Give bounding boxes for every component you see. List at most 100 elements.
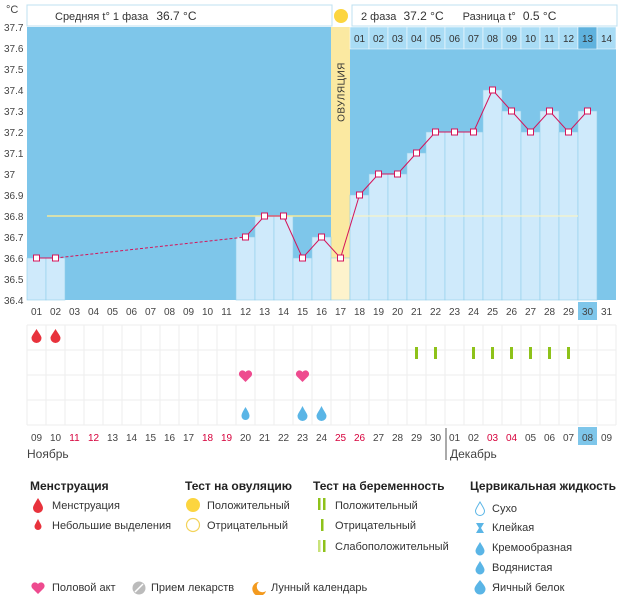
legend-cervical-item: Яичный белок	[492, 582, 565, 594]
temperature-bar	[235, 236, 256, 301]
temperature-line-segment	[473, 89, 493, 133]
temperature-bar	[330, 257, 351, 301]
temperature-point	[413, 149, 420, 157]
legend-menstruation-title: Менструация	[30, 479, 109, 493]
calendar-day-label: 06	[544, 433, 556, 444]
pregnancy-weak-icon-b	[323, 540, 326, 552]
temperature-point	[375, 170, 382, 178]
temperature-point	[242, 233, 249, 241]
diff-value: 0.5 °C	[523, 9, 557, 23]
cycle-day-label: 05	[107, 307, 119, 318]
cycle-day-label: 31	[601, 307, 613, 318]
x-axis-cycle-days: 01 02 03 04 05 06 07 08 09 10 11 12 13 14 15 16 17 18 19 20…	[31, 302, 613, 320]
cervical-sticky-icon	[476, 523, 484, 533]
calendar-day-label: 02	[468, 433, 480, 444]
cycle-day-label: 28	[544, 307, 556, 318]
legend-cervical-item: Клейкая	[492, 522, 535, 534]
temperature-bar	[577, 110, 598, 301]
event-markers	[26, 324, 617, 426]
y-tick-label: 36.5	[4, 275, 24, 286]
svg-text:2 фаза 37.2 °C Разница: 2 фаза 37.2 °C Разница t° 0.5 °C	[361, 9, 557, 23]
cycle-day-label: 03	[69, 307, 81, 318]
cycle-day-label: 08	[164, 307, 176, 318]
menstruation-drop-icon	[33, 498, 43, 513]
unit-label: °C	[6, 4, 18, 16]
temperature-bar	[292, 257, 313, 301]
phase2-day-label: 14	[601, 34, 613, 45]
cycle-day-label: 26	[506, 307, 518, 318]
temperature-bar	[501, 110, 522, 301]
calendar-day-label: 12	[88, 433, 100, 444]
temperature-point	[470, 128, 477, 136]
svg-text:Средняя t° 1 фаза 36.7 °C: Средняя t° 1 фаза 36.7 °C	[55, 9, 197, 23]
temperature-bar	[387, 173, 408, 301]
legend-ovulation-title: Тест на овуляцию	[185, 479, 292, 493]
y-tick-label: 37.6	[4, 44, 24, 55]
ovulation-sun-icon	[334, 9, 348, 23]
menstruation-drop-icon	[31, 329, 42, 343]
calendar-day-label: 14	[126, 433, 138, 444]
cycle-day-label: 22	[430, 307, 442, 318]
cervical-watery-icon	[475, 561, 485, 575]
pregnancy-test-mark	[472, 347, 475, 359]
phase2-day-cell	[596, 26, 617, 50]
y-tick-label: 36.8	[4, 212, 24, 223]
today-calendar-highlight	[578, 427, 597, 445]
temperature-bar	[539, 110, 560, 301]
cycle-day-label: 20	[392, 307, 404, 318]
temperature-point	[584, 107, 591, 115]
cycle-day-label: 18	[354, 307, 366, 318]
ovulation-positive-icon	[186, 498, 200, 512]
legend-moon: Лунный календарь	[271, 582, 368, 594]
calendar-day-label: 09	[601, 433, 613, 444]
legend-medication: Прием лекарств	[151, 582, 235, 594]
legend-cervical-item: Сухо	[492, 503, 517, 515]
phase2-day-label: 07	[468, 34, 480, 45]
cycle-day-label: 07	[145, 307, 157, 318]
temperature-point	[356, 191, 363, 199]
calendar-day-label: 10	[50, 433, 62, 444]
legend-cervical-item: Водянистая	[492, 562, 553, 574]
calendar-day-label: 01	[449, 433, 461, 444]
cycle-day-label: 13	[259, 307, 271, 318]
y-tick-label: 36.9	[4, 191, 24, 202]
intercourse-heart-icon	[238, 370, 253, 382]
calendar-day-label: 23	[297, 433, 309, 444]
y-tick-label: 37.4	[4, 86, 24, 97]
phase2-day-label: 04	[411, 34, 423, 45]
calendar-day-label: 05	[525, 433, 537, 444]
legend-cervical-title: Цервикальная жидкость	[470, 479, 617, 493]
cycle-day-label: 02	[50, 307, 62, 318]
pregnancy-positive-icon	[318, 498, 321, 510]
temperature-point	[394, 170, 401, 178]
pregnancy-test-mark	[529, 347, 532, 359]
temperature-bar	[273, 215, 294, 301]
phase2-day-label: 10	[525, 34, 537, 45]
cycle-day-label: 17	[335, 307, 347, 318]
temperature-point	[261, 212, 268, 220]
calendar-day-label: 25	[335, 433, 347, 444]
cervical-eggwhite-icon	[474, 580, 486, 595]
y-tick-label: 37.7	[4, 23, 24, 34]
diff-label: Разница t°	[463, 11, 516, 23]
cycle-day-label: 24	[468, 307, 480, 318]
legend-cervical-item: Кремообразная	[492, 542, 573, 554]
temperature-point	[33, 254, 40, 262]
temperature-point	[299, 254, 306, 262]
cycle-day-label: 21	[411, 307, 423, 318]
cycle-day-label: 14	[278, 307, 290, 318]
cycle-day-label: 23	[449, 307, 461, 318]
y-tick-label: 37.1	[4, 149, 24, 160]
phase2-day-label: 05	[430, 34, 442, 45]
legend-pregnancy-item: Отрицательный	[335, 520, 416, 532]
temperature-bar	[254, 215, 275, 301]
temperature-bar	[482, 89, 503, 301]
moon-icon	[252, 582, 266, 595]
temperature-point	[318, 233, 325, 241]
y-tick-label: 37	[4, 170, 16, 181]
y-axis: 37.7 37.6 37.5 37.4 37.3 37.2 37.1 37 36.9 36.8 36…	[4, 23, 24, 307]
pregnancy-positive-icon-b	[323, 498, 326, 510]
menstruation-drop-icon	[50, 329, 61, 343]
calendar-day-label: 28	[392, 433, 404, 444]
calendar-day-label: 22	[278, 433, 290, 444]
